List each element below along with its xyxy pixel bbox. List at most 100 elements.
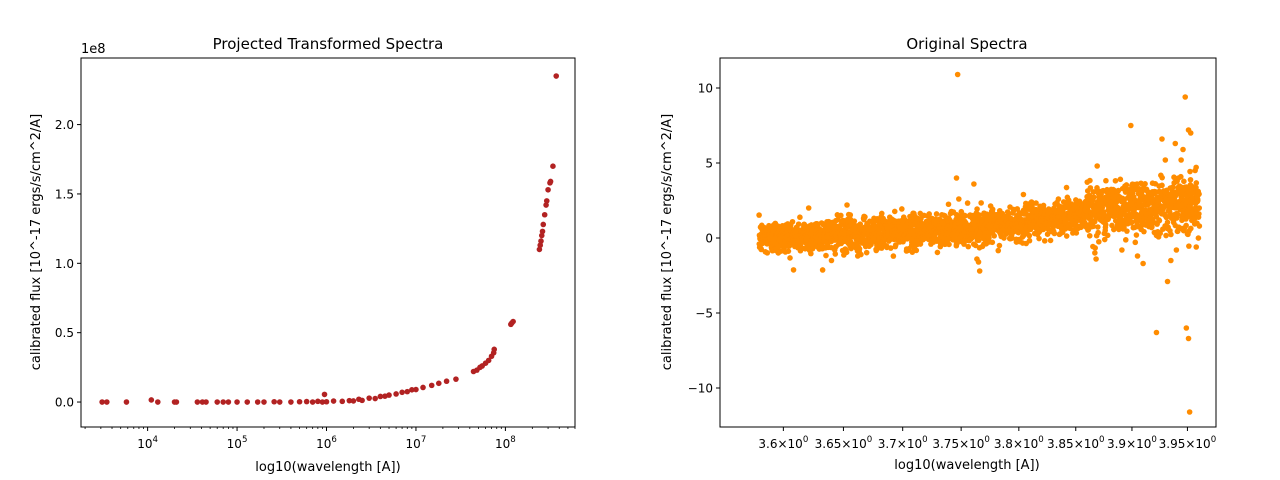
scatter-point: [1163, 232, 1169, 239]
scatter-point: [1124, 228, 1130, 234]
scatter-point: [339, 398, 346, 405]
scatter-point: [945, 201, 952, 208]
scatter-point: [965, 243, 972, 250]
scatter-point: [856, 246, 863, 252]
scatter-point: [848, 245, 854, 252]
scatter-point: [1128, 122, 1134, 129]
x-axis-label: log10(wavelength [A]): [255, 460, 400, 475]
scatter-point: [1187, 168, 1193, 175]
scatter-point: [234, 399, 240, 405]
y-tick-label: −10: [688, 382, 713, 396]
scatter-point: [843, 249, 850, 256]
scatter-point: [971, 181, 977, 187]
scatter-point: [823, 252, 829, 259]
scatter-point: [545, 186, 551, 193]
scatter-point: [540, 221, 547, 228]
scatter-point: [863, 249, 870, 256]
scatter-point: [1196, 205, 1203, 211]
scatter-point: [934, 249, 941, 256]
scatter-point: [399, 389, 405, 396]
y-tick-label: −5: [695, 307, 713, 321]
scatter-point: [323, 398, 330, 405]
scatter-point: [99, 399, 105, 405]
scatter-point: [962, 212, 968, 219]
scatter-point: [953, 175, 960, 181]
scatter-point: [1041, 238, 1048, 244]
y-tick-label: 5: [705, 157, 713, 171]
scatter-point: [1033, 200, 1039, 206]
scatter-point: [1092, 250, 1098, 256]
scatter-point: [887, 245, 894, 251]
scatter-point: [1181, 178, 1187, 185]
scatter-point: [1162, 157, 1169, 163]
scatter-point: [491, 346, 498, 353]
scatter-point: [409, 387, 415, 393]
scatter-point: [1009, 235, 1015, 241]
scatter-point: [1051, 230, 1058, 237]
x-tick-label: 3.65×100: [815, 435, 873, 451]
scatter-point: [541, 211, 548, 218]
scatter-point: [1193, 180, 1200, 186]
scatter-point: [225, 399, 232, 405]
scatter-point: [1140, 260, 1146, 267]
scatter-point: [428, 382, 435, 389]
scatter-point: [956, 196, 962, 202]
scatter-point: [404, 388, 411, 395]
y-tick-label: 10: [698, 82, 713, 96]
scatter-point: [899, 206, 905, 212]
x-tick-label: 3.95×100: [1159, 435, 1217, 451]
scatter-point: [261, 399, 267, 405]
scatter-point: [1040, 202, 1047, 209]
scatter-point: [1063, 184, 1070, 191]
scatter-point: [220, 399, 226, 405]
scatter-point: [1029, 203, 1035, 209]
scatter-point: [787, 255, 793, 261]
scatter-point: [350, 398, 357, 404]
scatter-point: [1090, 223, 1096, 230]
scatter-point: [366, 395, 372, 401]
scatter-point: [785, 248, 792, 254]
scatter-point: [435, 380, 442, 387]
scatter-point: [104, 399, 110, 405]
scatter-point: [995, 247, 1002, 254]
scatter-point: [538, 232, 545, 239]
scatter-point: [296, 398, 303, 405]
scatter-point: [510, 318, 516, 325]
scatter-point: [1187, 130, 1194, 136]
scatter-point: [214, 399, 221, 405]
scatter-point: [832, 251, 839, 257]
scatter-point: [372, 395, 378, 402]
scatter-point: [1087, 177, 1093, 184]
scatter-point: [276, 399, 283, 405]
scatter-point: [1185, 335, 1192, 342]
scatter-point: [1187, 176, 1194, 183]
scatter-point: [321, 391, 328, 398]
scatter-point: [1103, 177, 1109, 184]
scatter-point: [1117, 176, 1124, 183]
scatter-point: [976, 268, 983, 274]
scatter-point: [946, 241, 952, 248]
scatter-point: [789, 218, 796, 225]
scatter-point: [1156, 217, 1163, 224]
chart-title: Original Spectra: [906, 35, 1027, 53]
scatter-point: [1086, 232, 1093, 239]
x-tick-label: 104: [137, 435, 158, 451]
scatter-point: [1073, 230, 1080, 236]
scatter-point: [1095, 224, 1101, 230]
y-axis-ticks: −10 −5 0 5 10: [688, 82, 720, 396]
x-tick-label: 3.8×100: [994, 435, 1044, 451]
scatter-point: [1133, 232, 1140, 238]
scatter-point: [538, 238, 544, 244]
x-tick-label: 3.7×100: [878, 435, 928, 451]
scatter-point: [377, 393, 384, 400]
scatter-point: [758, 246, 765, 253]
scatter-point: [319, 399, 326, 405]
x-tick-label: 106: [316, 435, 337, 451]
scatter-point: [1047, 237, 1054, 244]
scatter-point: [271, 398, 277, 405]
scatter-point: [1164, 278, 1171, 285]
scatter-point: [1164, 219, 1171, 226]
scatter-point: [315, 398, 321, 405]
scatter-point: [155, 399, 161, 405]
